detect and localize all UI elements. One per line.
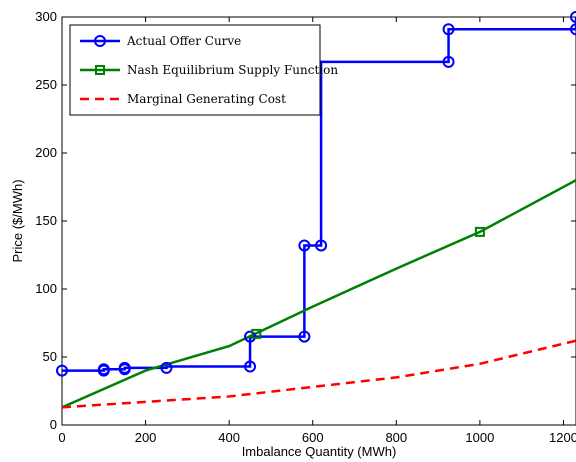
data-point-circle [315,239,328,252]
y-axis-title: Price ($/MWh) [10,179,25,262]
x-tick-label: 200 [135,430,157,445]
x-axis-title: Imbalance Quantity (MWh) [242,444,397,459]
series-lines [62,17,576,409]
legend: Actual Offer Curve Nash Equilibrium Suppl… [69,24,338,116]
data-point-circle [442,23,455,36]
y-tick-label: 300 [35,9,57,24]
x-tick-label: 600 [302,430,324,445]
legend-marker-0 [94,35,106,47]
y-tick-label: 100 [35,281,57,296]
data-point-circle [97,363,110,376]
legend-items: Actual Offer Curve Nash Equilibrium Suppl… [80,34,338,106]
data-point-square [474,226,485,237]
data-point-circle [118,361,131,374]
y-tick-label: 0 [50,417,57,432]
data-point-circle [570,23,576,36]
data-point-circle [298,330,311,343]
x-tick-label: 1000 [465,430,494,445]
x-tick-label: 400 [218,430,240,445]
series-line-1 [62,179,576,409]
legend-marker-1 [95,65,105,75]
y-tick-label: 50 [43,349,57,364]
axis-ticks [61,16,576,426]
x-tick-label: 1200 [549,430,576,445]
x-tick-label: 0 [58,430,65,445]
x-tick-label: 800 [385,430,407,445]
y-tick-label: 150 [35,213,57,228]
data-point-circle [244,330,257,343]
data-point-circle [298,239,311,252]
legend-label-1: Nash Equilibrium Supply Function [127,63,338,77]
data-point-square [251,328,262,339]
y-tick-labels: 0 50 100 150 200 250 300 [35,9,57,432]
legend-label-0: Actual Offer Curve [126,34,241,48]
y-tick-label: 250 [35,77,57,92]
x-tick-labels: 0 200 400 600 800 1000 1200 [58,430,576,445]
data-point-circle [160,361,173,374]
series-markers [56,11,576,377]
data-point-circle [442,55,455,68]
series-line-2 [62,339,576,409]
data-point-circle [570,11,576,23]
data-point-circle [56,364,68,377]
y-tick-label: 200 [35,145,57,160]
data-point-circle [244,360,257,373]
legend-label-2: Marginal Generating Cost [127,92,286,106]
